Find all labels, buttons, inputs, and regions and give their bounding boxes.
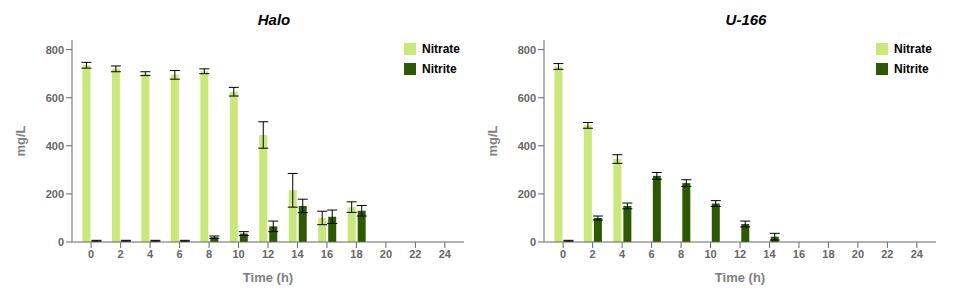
html-text:Halo: Halo (257, 11, 291, 28)
svg-text:2: 2 (590, 248, 596, 260)
svg-text:18: 18 (822, 248, 834, 260)
svg-text:8: 8 (206, 248, 212, 260)
svg-text:24: 24 (439, 248, 452, 260)
svg-text:Time (h): Time (h) (243, 270, 293, 285)
svg-text:14: 14 (763, 248, 776, 260)
svg-text:6: 6 (177, 248, 183, 260)
svg-text:600: 600 (46, 92, 64, 104)
svg-text:Time (h): Time (h) (715, 270, 765, 285)
svg-text:22: 22 (881, 248, 893, 260)
svg-text:800: 800 (46, 44, 64, 56)
svg-text:0: 0 (58, 236, 64, 248)
svg-text:10: 10 (704, 248, 716, 260)
svg-text:24: 24 (911, 248, 924, 260)
svg-text:10: 10 (232, 248, 244, 260)
svg-text:400: 400 (518, 140, 536, 152)
html-text:Nitrite: Nitrite (422, 62, 457, 76)
svg-text:8: 8 (678, 248, 684, 260)
svg-text:14: 14 (291, 248, 304, 260)
html-text:U-166: U-166 (725, 11, 767, 28)
svg-text:4: 4 (147, 248, 154, 260)
svg-text:mg/L: mg/L (485, 125, 500, 156)
svg-text:400: 400 (46, 140, 64, 152)
html-text:Nitrite: Nitrite (894, 62, 929, 76)
svg-text:6: 6 (649, 248, 655, 260)
svg-text:0: 0 (530, 236, 536, 248)
svg-text:12: 12 (734, 248, 746, 260)
svg-text:0: 0 (560, 248, 566, 260)
svg-text:20: 20 (380, 248, 392, 260)
html-text:Nitrate: Nitrate (422, 42, 460, 56)
svg-text:mg/L: mg/L (13, 125, 28, 156)
svg-text:16: 16 (321, 248, 333, 260)
svg-text:200: 200 (518, 188, 536, 200)
svg-text:12: 12 (262, 248, 274, 260)
svg-text:22: 22 (409, 248, 421, 260)
svg-text:2: 2 (118, 248, 124, 260)
html-text:Nitrate: Nitrate (894, 42, 932, 56)
svg-text:18: 18 (350, 248, 362, 260)
svg-text:20: 20 (852, 248, 864, 260)
svg-text:16: 16 (793, 248, 805, 260)
svg-text:0: 0 (88, 248, 94, 260)
svg-text:200: 200 (46, 188, 64, 200)
svg-text:800: 800 (518, 44, 536, 56)
svg-text:600: 600 (518, 92, 536, 104)
svg-text:4: 4 (619, 248, 626, 260)
